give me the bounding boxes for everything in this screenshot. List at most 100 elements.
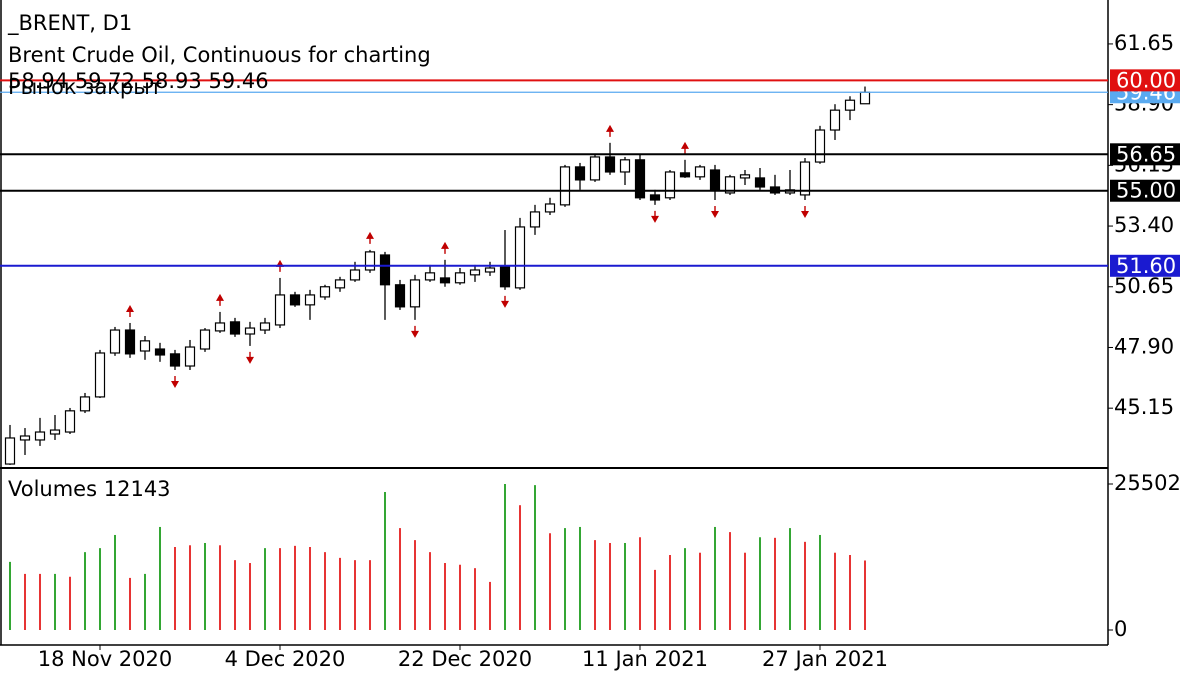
- candle-body: [94, 352, 106, 398]
- candle-body: [424, 272, 436, 281]
- candle-body: [64, 410, 76, 433]
- volume-header: Volumes 12143: [8, 477, 171, 501]
- candle-body: [454, 272, 466, 284]
- fractal-up: [366, 231, 374, 244]
- level-label-box: [1110, 143, 1180, 166]
- candle-body: [214, 322, 226, 332]
- candle-body: [739, 174, 751, 179]
- level-label-box: [1110, 179, 1180, 202]
- candle-body: [544, 203, 556, 213]
- candle-body: [859, 91, 871, 105]
- y-tick-label: 53.40: [1114, 213, 1174, 237]
- candle-body: [394, 284, 406, 308]
- market-status: Рынок закрыт: [8, 75, 162, 99]
- level-label-box: [1110, 69, 1180, 92]
- candle-body: [4, 437, 16, 465]
- ohlc-low: 58.93: [142, 69, 202, 93]
- level-label: 56.65: [1116, 142, 1176, 166]
- fractal-down: [246, 351, 254, 364]
- candle-body: [319, 286, 331, 298]
- x-tick-label: 11 Jan 2021: [582, 647, 708, 671]
- candle-body: [289, 294, 301, 306]
- candle-body: [169, 353, 181, 367]
- candle-body: [379, 254, 391, 286]
- candle-body: [499, 266, 511, 288]
- candle-body: [814, 129, 826, 163]
- candle-body: [334, 279, 346, 289]
- candle-body: [244, 327, 256, 335]
- candle-body: [409, 279, 421, 308]
- fractal-up: [681, 141, 689, 154]
- candle-body: [604, 156, 616, 173]
- y-tick-label: 47.90: [1114, 334, 1174, 358]
- fractal-down: [801, 206, 809, 219]
- candle-body: [259, 322, 271, 331]
- candle-body: [34, 431, 46, 441]
- level-label: 51.60: [1116, 254, 1176, 278]
- candle-body: [124, 329, 136, 355]
- candle-body: [709, 169, 721, 191]
- level-label: 55.00: [1116, 179, 1176, 203]
- candle-body: [184, 346, 196, 367]
- candle-body: [634, 159, 646, 199]
- fractal-up: [441, 241, 449, 254]
- fractal-up: [126, 304, 134, 317]
- candle-body: [829, 109, 841, 131]
- fractal-down: [411, 325, 419, 338]
- candle-body: [349, 269, 361, 281]
- ohlc-high: 59.72: [75, 69, 135, 93]
- volume-title: Volumes: [8, 477, 97, 501]
- x-tick-label: 18 Nov 2020: [38, 647, 173, 671]
- candle-body: [649, 194, 661, 201]
- level-label: 60.00: [1116, 68, 1176, 92]
- candle-body: [559, 166, 571, 206]
- candle-body: [19, 435, 31, 441]
- fractal-up: [606, 124, 614, 137]
- candle-body: [694, 166, 706, 178]
- overlay: _BRENT, D1 Brent Crude Oil, Continuous f…: [7, 11, 431, 501]
- candle-body: [574, 166, 586, 181]
- candle-body: [79, 396, 91, 412]
- candle-body: [724, 176, 736, 194]
- candle-body: [589, 156, 601, 181]
- symbol: _BRENT, D1: [7, 11, 132, 36]
- ohlc-close: 59.46: [208, 69, 268, 93]
- candle-body: [109, 329, 121, 354]
- candle-body: [619, 159, 631, 173]
- fractal-down: [651, 210, 659, 223]
- candle-body: [844, 99, 856, 111]
- candle-body: [199, 329, 211, 350]
- volume-tick-label: 25502: [1114, 471, 1181, 495]
- x-tick-label: 27 Jan 2021: [762, 647, 888, 671]
- candle-body: [484, 267, 496, 273]
- candle-body: [229, 321, 241, 335]
- volume-tick-label: 0: [1114, 617, 1127, 641]
- candle-body: [364, 251, 376, 271]
- candle-body: [154, 348, 166, 356]
- fractal-down: [711, 206, 719, 219]
- title: Brent Crude Oil, Continuous for charting: [8, 43, 431, 67]
- candle-body: [304, 294, 316, 306]
- fractal-up: [216, 293, 224, 306]
- ohlc-open: 58.94: [8, 69, 68, 93]
- fractal-down: [501, 295, 509, 308]
- candle-body: [799, 161, 811, 196]
- y-tick-label: 45.15: [1114, 395, 1174, 419]
- candle-body: [469, 269, 481, 276]
- candle-body: [664, 171, 676, 199]
- marks: 61.6558.9056.1553.4050.6547.9045.1525502…: [0, 31, 1181, 671]
- y-tick-label: 61.65: [1114, 31, 1174, 55]
- candle-body: [679, 172, 691, 178]
- candle-body: [139, 340, 151, 352]
- candle-body: [529, 211, 541, 228]
- x-tick-label: 22 Dec 2020: [398, 647, 532, 671]
- candle-body: [274, 294, 286, 326]
- candle-body: [754, 177, 766, 188]
- volume-last: 12143: [104, 477, 171, 501]
- candle-body: [514, 226, 526, 289]
- level-label-box: [1110, 254, 1180, 277]
- ohlc: 58.94 59.72 58.93 59.46: [8, 69, 269, 93]
- x-tick-label: 4 Dec 2020: [225, 647, 346, 671]
